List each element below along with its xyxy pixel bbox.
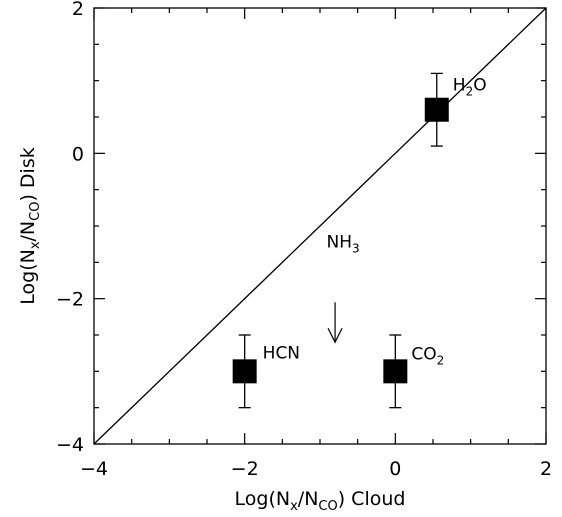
point-label-suffix: O <box>473 76 486 96</box>
point-label: HCN <box>263 343 300 363</box>
y-axis-title: Log(Nx/NCO) Disk <box>17 147 43 304</box>
point-label: NH3 <box>326 232 359 255</box>
point-label: H2O <box>453 76 487 99</box>
data-point <box>424 97 449 122</box>
x-tick-label: 2 <box>540 458 552 480</box>
point-label: CO2 <box>411 344 444 367</box>
point-label-text: NH <box>326 232 352 252</box>
y-tick-label: 0 <box>72 143 84 165</box>
one-to-one-line <box>93 7 547 445</box>
x-axis-title: Log(Nx/NCO) Cloud <box>235 488 406 514</box>
data-point <box>383 359 408 384</box>
point-label-text: H <box>453 76 466 96</box>
point-label-subscript: 3 <box>352 241 360 255</box>
x-tick-label: −4 <box>80 458 108 480</box>
point-label-subscript: 2 <box>437 353 445 367</box>
x-tick-label: −2 <box>231 458 259 480</box>
point-label-text: HCN <box>263 343 300 363</box>
x-tick-label: 0 <box>389 458 401 480</box>
data-point <box>232 359 257 384</box>
upper-limit-arrowhead <box>327 327 343 344</box>
y-tick-label: 2 <box>72 0 84 20</box>
axis-ticks: −4 −2 0 2 −4 −2 0 2 <box>56 0 552 480</box>
point-label-subscript: 2 <box>466 85 474 99</box>
y-tick-label: −4 <box>56 434 84 456</box>
point-label-text: CO <box>411 344 436 364</box>
y-tick-label: −2 <box>56 289 84 311</box>
